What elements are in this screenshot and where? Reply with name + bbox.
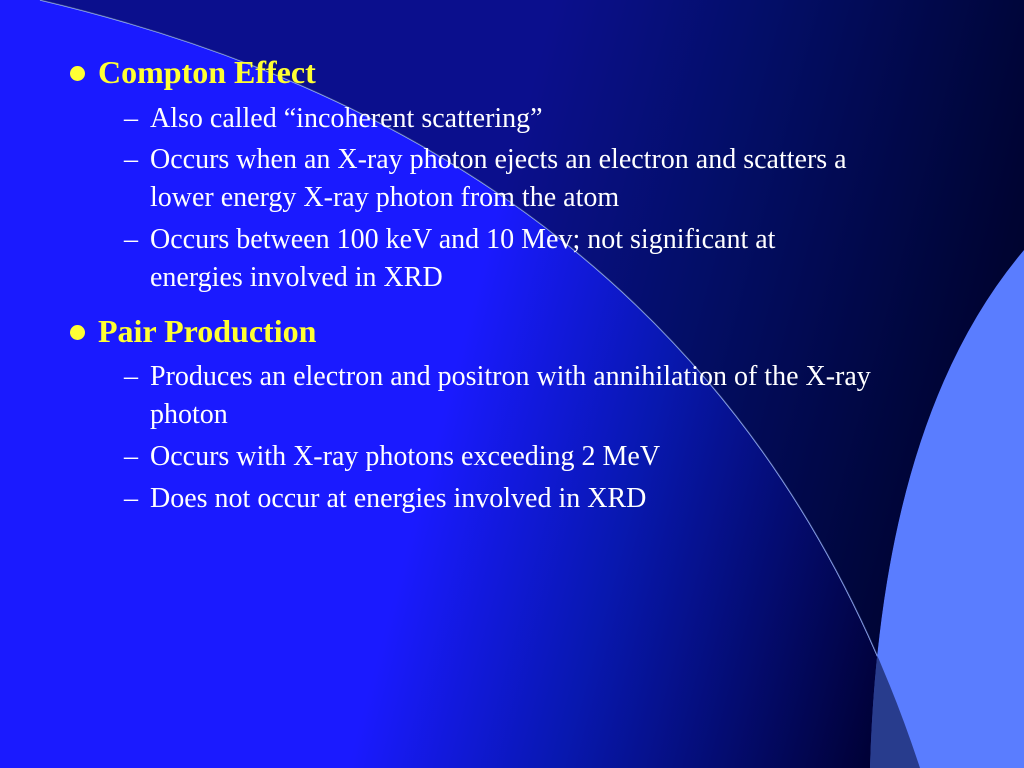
list-item-text: Produces an electron and positron with a… xyxy=(150,361,871,430)
list-item-text: Also called “incoherent scattering” xyxy=(150,103,543,134)
list-item: – Occurs between 100 keV and 10 Mev; not… xyxy=(150,221,954,297)
slide-content: Compton Effect – Also called “incoherent… xyxy=(0,0,1024,571)
list-item: – Does not occur at energies involved in… xyxy=(150,480,954,518)
list-item-text: Does not occur at energies involved in X… xyxy=(150,483,646,514)
list-item: – Occurs when an X-ray photon ejects an … xyxy=(150,141,954,217)
sublist-pair-production: – Produces an electron and positron with… xyxy=(150,358,954,517)
bullet-disc-icon xyxy=(70,325,85,340)
sublist-compton: – Also called “incoherent scattering” – … xyxy=(150,100,954,297)
section-compton: Compton Effect xyxy=(98,52,954,94)
list-item-text: Occurs between 100 keV and 10 Mev; not s… xyxy=(150,224,775,293)
dash-icon: – xyxy=(124,100,138,138)
list-item-text: Occurs with X-ray photons exceeding 2 Me… xyxy=(150,441,660,472)
section-heading: Pair Production xyxy=(98,311,954,353)
list-item: – Occurs with X-ray photons exceeding 2 … xyxy=(150,438,954,476)
section-heading: Compton Effect xyxy=(98,52,954,94)
list-item: – Also called “incoherent scattering” xyxy=(150,100,954,138)
list-item: – Produces an electron and positron with… xyxy=(150,358,954,434)
dash-icon: – xyxy=(124,358,138,396)
dash-icon: – xyxy=(124,221,138,259)
section-pair-production: Pair Production xyxy=(98,311,954,353)
dash-icon: – xyxy=(124,480,138,518)
bullet-disc-icon xyxy=(70,66,85,81)
dash-icon: – xyxy=(124,141,138,179)
dash-icon: – xyxy=(124,438,138,476)
list-item-text: Occurs when an X-ray photon ejects an el… xyxy=(150,144,847,213)
